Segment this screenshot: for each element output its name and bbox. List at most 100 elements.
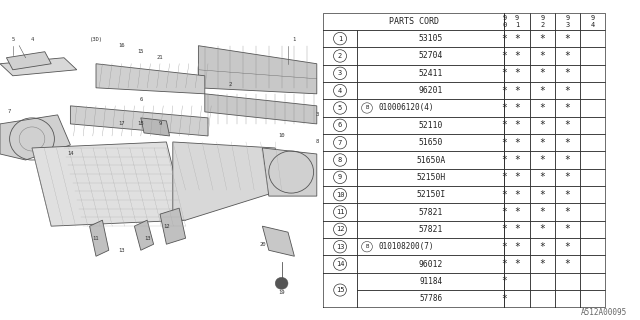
Text: 15: 15 xyxy=(336,287,344,293)
Polygon shape xyxy=(198,46,317,94)
Text: *: * xyxy=(540,120,545,130)
Text: 010108200(7): 010108200(7) xyxy=(379,242,435,251)
Polygon shape xyxy=(32,142,186,226)
Text: 2: 2 xyxy=(338,53,342,59)
Text: *: * xyxy=(540,155,545,165)
Text: *: * xyxy=(564,51,570,61)
Text: 17: 17 xyxy=(118,121,125,126)
Text: 52110: 52110 xyxy=(419,121,443,130)
Text: *: * xyxy=(514,224,520,234)
Text: *: * xyxy=(502,103,508,113)
Polygon shape xyxy=(6,52,51,70)
Text: *: * xyxy=(564,259,570,269)
Text: *: * xyxy=(502,172,508,182)
Text: 10: 10 xyxy=(278,133,285,139)
Text: *: * xyxy=(514,190,520,200)
Text: 11: 11 xyxy=(336,209,344,215)
Text: *: * xyxy=(502,224,508,234)
Text: *: * xyxy=(564,68,570,78)
Polygon shape xyxy=(134,220,154,250)
Text: 13: 13 xyxy=(336,244,344,250)
Text: *: * xyxy=(540,34,545,44)
Text: *: * xyxy=(514,172,520,182)
Text: *: * xyxy=(564,103,570,113)
Polygon shape xyxy=(141,118,170,136)
Text: *: * xyxy=(514,155,520,165)
Text: 96201: 96201 xyxy=(419,86,443,95)
Text: *: * xyxy=(502,51,508,61)
Text: 7: 7 xyxy=(8,109,12,114)
Text: 51650A: 51650A xyxy=(416,156,445,164)
Polygon shape xyxy=(0,115,70,160)
Polygon shape xyxy=(262,148,317,196)
Text: 9
2: 9 2 xyxy=(540,15,545,28)
Text: 9: 9 xyxy=(158,121,162,126)
Text: *: * xyxy=(502,86,508,96)
Text: *: * xyxy=(540,103,545,113)
Text: *: * xyxy=(502,276,508,286)
Text: 9
4: 9 4 xyxy=(591,15,595,28)
Text: 8: 8 xyxy=(338,157,342,163)
Text: 10: 10 xyxy=(336,192,344,198)
Text: *: * xyxy=(564,242,570,252)
Text: *: * xyxy=(540,86,545,96)
Text: *: * xyxy=(564,155,570,165)
Text: *: * xyxy=(502,120,508,130)
Text: 9
3: 9 3 xyxy=(565,15,570,28)
Text: *: * xyxy=(514,242,520,252)
Text: *: * xyxy=(502,242,508,252)
Text: *: * xyxy=(514,86,520,96)
Text: 16: 16 xyxy=(118,43,125,48)
Text: *: * xyxy=(502,34,508,44)
Text: *: * xyxy=(514,120,520,130)
Text: *: * xyxy=(540,172,545,182)
Text: PARTS CORD: PARTS CORD xyxy=(388,17,439,26)
Text: 9: 9 xyxy=(338,174,342,180)
Text: 9
1: 9 1 xyxy=(515,15,519,28)
Text: *: * xyxy=(564,224,570,234)
Text: 3: 3 xyxy=(338,70,342,76)
Text: 6: 6 xyxy=(139,97,143,102)
Polygon shape xyxy=(160,208,186,244)
Text: B: B xyxy=(365,106,369,110)
Polygon shape xyxy=(90,220,109,256)
Text: *: * xyxy=(540,190,545,200)
Text: B: B xyxy=(365,244,369,249)
Text: *: * xyxy=(564,120,570,130)
Text: *: * xyxy=(564,138,570,148)
Text: *: * xyxy=(514,138,520,148)
Polygon shape xyxy=(0,58,77,76)
Text: 52704: 52704 xyxy=(419,52,443,60)
Text: 21: 21 xyxy=(157,55,163,60)
Text: *: * xyxy=(540,259,545,269)
Text: 1: 1 xyxy=(338,36,342,42)
Text: 51650: 51650 xyxy=(419,138,443,147)
Polygon shape xyxy=(205,94,317,124)
Text: 15: 15 xyxy=(138,49,144,54)
Text: 1: 1 xyxy=(292,37,296,42)
Text: 5: 5 xyxy=(11,37,15,42)
Text: 57821: 57821 xyxy=(419,225,443,234)
Text: *: * xyxy=(540,138,545,148)
Polygon shape xyxy=(173,142,282,220)
Text: 9
0: 9 0 xyxy=(502,15,507,28)
Text: *: * xyxy=(502,190,508,200)
Polygon shape xyxy=(70,106,208,136)
Text: 52411: 52411 xyxy=(419,69,443,78)
Text: *: * xyxy=(514,103,520,113)
Text: 14: 14 xyxy=(67,151,74,156)
Text: *: * xyxy=(502,155,508,165)
Text: 12: 12 xyxy=(336,226,344,232)
Text: *: * xyxy=(540,51,545,61)
Text: 52150H: 52150H xyxy=(416,173,445,182)
Text: 57786: 57786 xyxy=(419,294,442,303)
Text: 18: 18 xyxy=(138,121,144,126)
Text: 91184: 91184 xyxy=(419,277,442,286)
Text: 20: 20 xyxy=(259,242,266,247)
Text: *: * xyxy=(502,138,508,148)
Text: A512A00095: A512A00095 xyxy=(581,308,627,317)
Text: 11: 11 xyxy=(93,236,99,241)
Text: 4: 4 xyxy=(338,88,342,94)
Text: *: * xyxy=(564,207,570,217)
Text: 12: 12 xyxy=(163,224,170,229)
